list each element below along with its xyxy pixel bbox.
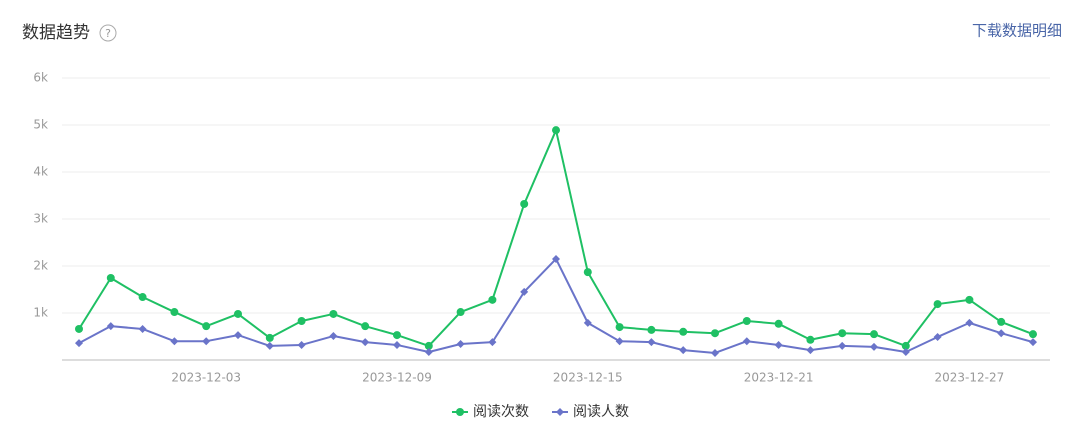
line [78,257,1034,354]
point [838,329,847,338]
download-link[interactable]: 下载数据明细 [972,22,1062,40]
point [106,273,115,282]
point [234,331,242,340]
point [138,324,147,333]
point [742,337,751,346]
point [488,295,497,304]
point [679,346,688,355]
help-icon[interactable] [99,24,117,42]
x-tick-label: 2023-12-09 [362,371,432,385]
point [774,340,783,349]
point [1029,338,1037,347]
y-tick-label: 6k [33,71,48,85]
point [679,327,688,336]
point [583,268,592,277]
point [234,309,242,318]
point [75,339,83,348]
legend-label: 阅读次数 [473,403,529,420]
point [424,348,433,357]
point [520,199,529,208]
point [138,293,147,302]
point [965,318,974,327]
help-icon-label[interactable]: ? [105,27,111,40]
point [456,308,465,317]
point [933,332,942,341]
y-tick-label: 3k [33,212,48,226]
point [742,316,751,325]
y-tick-label: 5k [33,118,48,132]
point [361,322,370,331]
point [806,346,815,355]
x-tick-label: 2023-12-03 [171,371,241,385]
point [393,331,401,340]
point [297,316,306,325]
point [202,337,211,346]
point [997,317,1006,326]
point [552,126,560,135]
point [75,324,83,333]
point [1029,330,1037,339]
point [424,341,433,350]
legend-marker [556,408,564,416]
point [520,287,529,296]
point [202,322,211,331]
point [711,348,719,357]
title: 数据趋势 [22,23,90,43]
y-tick-label: 1k [33,306,48,320]
point [615,323,624,332]
point [265,333,274,342]
legend-marker [456,408,464,416]
point [647,338,656,347]
point [838,341,847,350]
legend-label: 阅读人数 [573,403,629,420]
point [997,329,1006,338]
point [647,325,656,334]
point [488,338,497,347]
point [583,318,592,327]
x-tick-label: 2023-12-15 [553,371,623,385]
point [170,308,179,317]
x-tick-label: 2023-12-27 [935,371,1005,385]
point [901,348,910,357]
point [170,337,179,346]
point [106,322,115,331]
point [297,340,306,349]
point [901,341,910,350]
point [361,338,370,347]
point [393,340,401,349]
point [806,335,815,344]
y-tick-label: 2k [33,259,48,273]
point [615,337,624,346]
point [774,319,783,328]
y-tick-label: 4k [33,165,48,179]
point [870,330,878,339]
point [870,342,878,351]
point [711,329,719,338]
point [965,295,974,304]
point [329,332,338,341]
point [265,341,274,350]
x-tick-label: 2023-12-21 [744,371,814,385]
point [329,309,338,318]
point [552,254,560,263]
line [78,129,1034,347]
point [933,300,942,309]
point [456,340,465,349]
